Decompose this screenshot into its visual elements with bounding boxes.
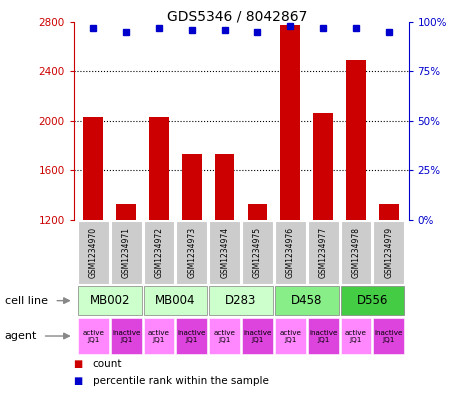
Text: D556: D556 — [357, 294, 388, 307]
Text: MB002: MB002 — [89, 294, 130, 307]
Bar — [242, 318, 273, 354]
Bar — [149, 117, 169, 220]
Bar — [182, 154, 202, 220]
Text: cell line: cell line — [5, 296, 48, 306]
Bar — [176, 318, 207, 354]
Text: GSM1234972: GSM1234972 — [154, 227, 163, 278]
Bar — [143, 286, 207, 315]
Text: GSM1234970: GSM1234970 — [89, 227, 98, 278]
Text: D458: D458 — [291, 294, 323, 307]
Text: ■: ■ — [74, 376, 83, 386]
Bar — [242, 221, 273, 284]
Bar — [78, 318, 109, 354]
Text: active
JQ1: active JQ1 — [82, 329, 104, 343]
Bar — [116, 204, 136, 220]
Bar — [280, 25, 300, 220]
Bar — [379, 204, 399, 220]
Bar — [111, 318, 142, 354]
Text: inactive
JQ1: inactive JQ1 — [243, 329, 272, 343]
Text: active
JQ1: active JQ1 — [148, 329, 170, 343]
Text: GSM1234979: GSM1234979 — [384, 227, 393, 278]
Bar — [275, 318, 306, 354]
Text: GSM1234977: GSM1234977 — [319, 227, 328, 278]
Bar — [143, 221, 174, 284]
Bar — [373, 318, 404, 354]
Text: inactive
JQ1: inactive JQ1 — [375, 329, 403, 343]
Text: agent: agent — [5, 331, 37, 341]
Text: GSM1234975: GSM1234975 — [253, 227, 262, 278]
Bar — [341, 221, 371, 284]
Bar — [209, 286, 273, 315]
Text: GSM1234978: GSM1234978 — [352, 227, 361, 278]
Text: D283: D283 — [225, 294, 257, 307]
Bar — [308, 221, 339, 284]
Bar — [247, 204, 267, 220]
Bar — [346, 60, 366, 220]
Bar — [78, 286, 142, 315]
Text: count: count — [93, 358, 122, 369]
Text: MB004: MB004 — [155, 294, 196, 307]
Bar — [275, 221, 306, 284]
Text: percentile rank within the sample: percentile rank within the sample — [93, 376, 268, 386]
Bar — [314, 114, 333, 220]
Bar — [215, 154, 235, 220]
Bar — [143, 318, 174, 354]
Text: GSM1234973: GSM1234973 — [187, 227, 196, 278]
Text: GDS5346 / 8042867: GDS5346 / 8042867 — [167, 10, 308, 24]
Text: active
JQ1: active JQ1 — [279, 329, 301, 343]
Bar — [111, 221, 142, 284]
Text: GSM1234971: GSM1234971 — [122, 227, 131, 278]
Text: ■: ■ — [74, 358, 83, 369]
Bar — [176, 221, 207, 284]
Text: GSM1234976: GSM1234976 — [286, 227, 295, 278]
Bar — [275, 286, 339, 315]
Bar — [308, 318, 339, 354]
Bar — [78, 221, 109, 284]
Bar — [341, 318, 371, 354]
Text: active
JQ1: active JQ1 — [345, 329, 367, 343]
Bar — [341, 286, 404, 315]
Bar — [84, 117, 103, 220]
Text: GSM1234974: GSM1234974 — [220, 227, 229, 278]
Text: inactive
JQ1: inactive JQ1 — [178, 329, 206, 343]
Text: inactive
JQ1: inactive JQ1 — [112, 329, 141, 343]
Bar — [209, 318, 240, 354]
Text: active
JQ1: active JQ1 — [214, 329, 236, 343]
Text: inactive
JQ1: inactive JQ1 — [309, 329, 337, 343]
Bar — [373, 221, 404, 284]
Bar — [209, 221, 240, 284]
